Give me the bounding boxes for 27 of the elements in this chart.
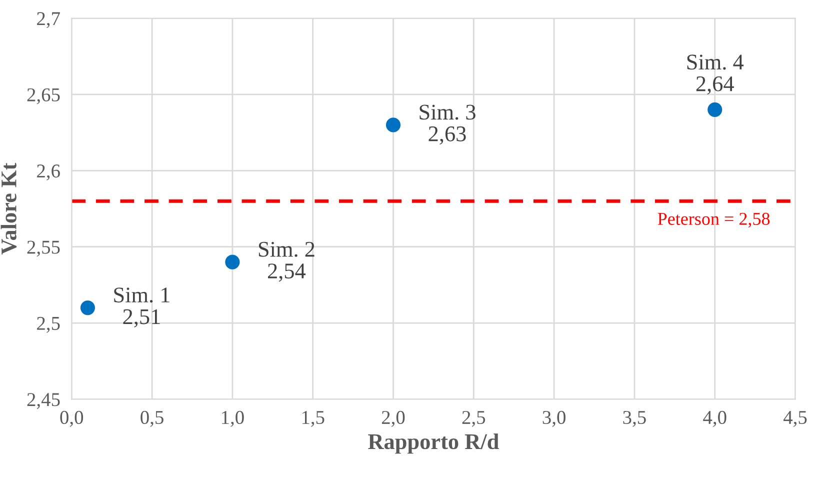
x-tick-label: 3,5	[623, 410, 646, 427]
x-tick-label: 2,0	[382, 410, 405, 427]
data-label: Sim. 1 2,51	[114, 288, 170, 328]
y-tick-label: 2,7	[37, 12, 60, 28]
x-tick-label: 3,0	[542, 410, 566, 427]
x-tick-label: 4,5	[784, 411, 807, 427]
x-tick-label: 0,5	[140, 410, 164, 427]
x-tick-label: 1,5	[302, 410, 324, 427]
x-tick-label: 0,0	[60, 410, 84, 427]
y-tick-label: 2,5	[37, 316, 60, 333]
point	[708, 102, 722, 117]
ref-line-label: Peterson = 2,58	[658, 212, 770, 228]
point	[386, 118, 401, 132]
y-tick-label: 2,45	[27, 393, 60, 409]
data-label: Sim. 2 2,54	[258, 242, 314, 282]
data-label: Sim. 3 2,63	[420, 104, 476, 145]
y-axis-title: Valore Kt	[0, 162, 17, 254]
x-tick-label: 4,0	[703, 410, 726, 427]
data-label: Sim. 4 2,64	[687, 54, 744, 94]
x-tick-label: 1,0	[222, 410, 244, 427]
y-tick-label: 2,55	[27, 240, 60, 257]
x-tick-label: 2,5	[462, 410, 486, 427]
y-tick-label: 2,6	[37, 164, 60, 180]
point	[225, 254, 240, 270]
x-axis-title: Rapporto R/d	[368, 434, 499, 454]
point	[80, 300, 95, 316]
y-tick-label: 2,65	[27, 88, 60, 104]
